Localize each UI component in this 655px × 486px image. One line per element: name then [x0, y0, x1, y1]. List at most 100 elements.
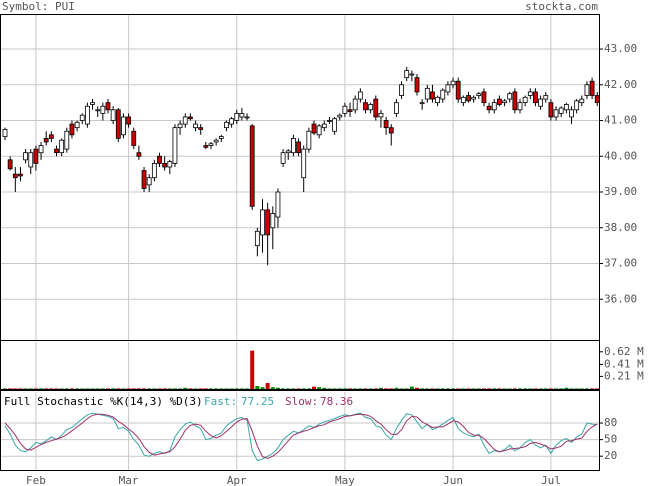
- volume-bar: [461, 388, 466, 389]
- volume-bar: [456, 388, 461, 389]
- candle-body: [208, 143, 214, 146]
- stoch-panel: [0, 390, 600, 471]
- volume-bar: [378, 387, 383, 389]
- candle-body: [316, 125, 322, 136]
- candle-body: [393, 102, 399, 114]
- volume-bar: [85, 388, 90, 389]
- volume-bar: [275, 387, 280, 389]
- y-tick-label: 42.00: [604, 78, 637, 91]
- candle-body: [594, 95, 600, 104]
- volume-bar: [157, 388, 162, 389]
- stoch-legend: Full Stochastic %K(14,3) %D(3) Fast: 77.…: [4, 395, 353, 408]
- price-panel: [0, 14, 600, 341]
- candle-body: [254, 230, 260, 247]
- stoch-line: [4, 413, 598, 459]
- candle-body: [48, 134, 54, 139]
- y-tick-label: 39.00: [604, 185, 637, 198]
- volume-bar: [90, 388, 95, 389]
- volume-bar: [3, 388, 7, 389]
- candle-body: [512, 91, 518, 111]
- candle-body: [491, 102, 497, 111]
- candle-body: [321, 123, 327, 129]
- volume-bar: [219, 388, 224, 389]
- y-tick-label: 38.00: [604, 221, 637, 234]
- volume-bar: [44, 388, 49, 389]
- volume-bar: [59, 388, 64, 389]
- candle-body: [38, 145, 44, 154]
- volume-bar: [507, 388, 512, 389]
- candle-body: [502, 100, 507, 104]
- candle-body: [239, 112, 245, 118]
- candle-body: [383, 120, 389, 129]
- volume-bar: [286, 388, 291, 389]
- volume-bar: [172, 388, 177, 389]
- candle-body: [64, 130, 70, 150]
- volume-bar: [95, 388, 100, 389]
- volume-bar: [229, 388, 234, 389]
- candle-body: [244, 116, 250, 119]
- candle-body: [450, 80, 456, 86]
- volume-bar: [368, 388, 373, 389]
- volume-bar: [425, 388, 430, 389]
- candle-body: [162, 163, 168, 168]
- candle-body: [224, 121, 229, 129]
- volume-bar: [471, 388, 476, 389]
- legend-slow: Slow:: [285, 395, 318, 408]
- candle-body: [43, 137, 49, 143]
- x-tick-label: Jul: [541, 474, 561, 486]
- candle-body: [409, 73, 415, 76]
- volume-bar: [476, 388, 481, 389]
- volume-bar: [543, 388, 548, 389]
- candle-body: [378, 112, 384, 118]
- y-tick-label: 40.00: [604, 149, 637, 162]
- candle-body: [527, 91, 533, 96]
- site: stockta.com: [525, 0, 598, 13]
- volume-bar: [523, 388, 528, 389]
- volume-bar: [203, 388, 208, 389]
- stoch-title: Full Stochastic %K(14,3) %D(3): [4, 395, 203, 408]
- volume-bar: [394, 387, 399, 389]
- volume-bar: [399, 388, 404, 389]
- volume-bar: [353, 388, 358, 389]
- candle-body: [563, 104, 569, 111]
- candle-body: [198, 127, 204, 130]
- candle-body: [203, 145, 209, 148]
- volume-bar: [466, 388, 471, 389]
- candle-body: [579, 98, 585, 104]
- candle-body: [182, 116, 188, 125]
- volume-bar: [209, 388, 213, 389]
- candle-body: [177, 123, 183, 129]
- candle-body: [496, 98, 502, 105]
- volume-bar: [136, 388, 141, 389]
- candle-body: [538, 98, 543, 107]
- candle-body: [290, 137, 296, 154]
- candle-body: [543, 95, 549, 100]
- volume-bar: [481, 388, 486, 389]
- volume-bar: [358, 388, 363, 389]
- y-tick-label: 80: [604, 416, 617, 429]
- candle-body: [445, 84, 451, 93]
- volume-bar: [512, 388, 517, 389]
- y-tick-label: 50: [604, 433, 617, 446]
- candle-body: [141, 170, 147, 189]
- candle-body: [90, 102, 95, 105]
- candle-body: [471, 96, 477, 100]
- candle-body: [193, 123, 198, 129]
- volume-bar: [23, 388, 28, 389]
- candle-body: [404, 70, 410, 79]
- candle-body: [79, 114, 85, 121]
- volume-bar: [595, 388, 600, 389]
- volume-bar: [116, 388, 121, 389]
- volume-bar: [8, 388, 13, 389]
- volume-bar: [106, 388, 110, 389]
- candle-body: [558, 107, 564, 114]
- y-tick-label: 0.21 M: [604, 369, 644, 382]
- candle-body: [270, 213, 276, 229]
- volume-bar: [188, 388, 193, 389]
- volume-bar: [574, 388, 579, 389]
- candle-body: [131, 130, 137, 146]
- candle-body: [110, 109, 116, 121]
- candle-body: [584, 84, 590, 96]
- volume-bar: [487, 388, 492, 389]
